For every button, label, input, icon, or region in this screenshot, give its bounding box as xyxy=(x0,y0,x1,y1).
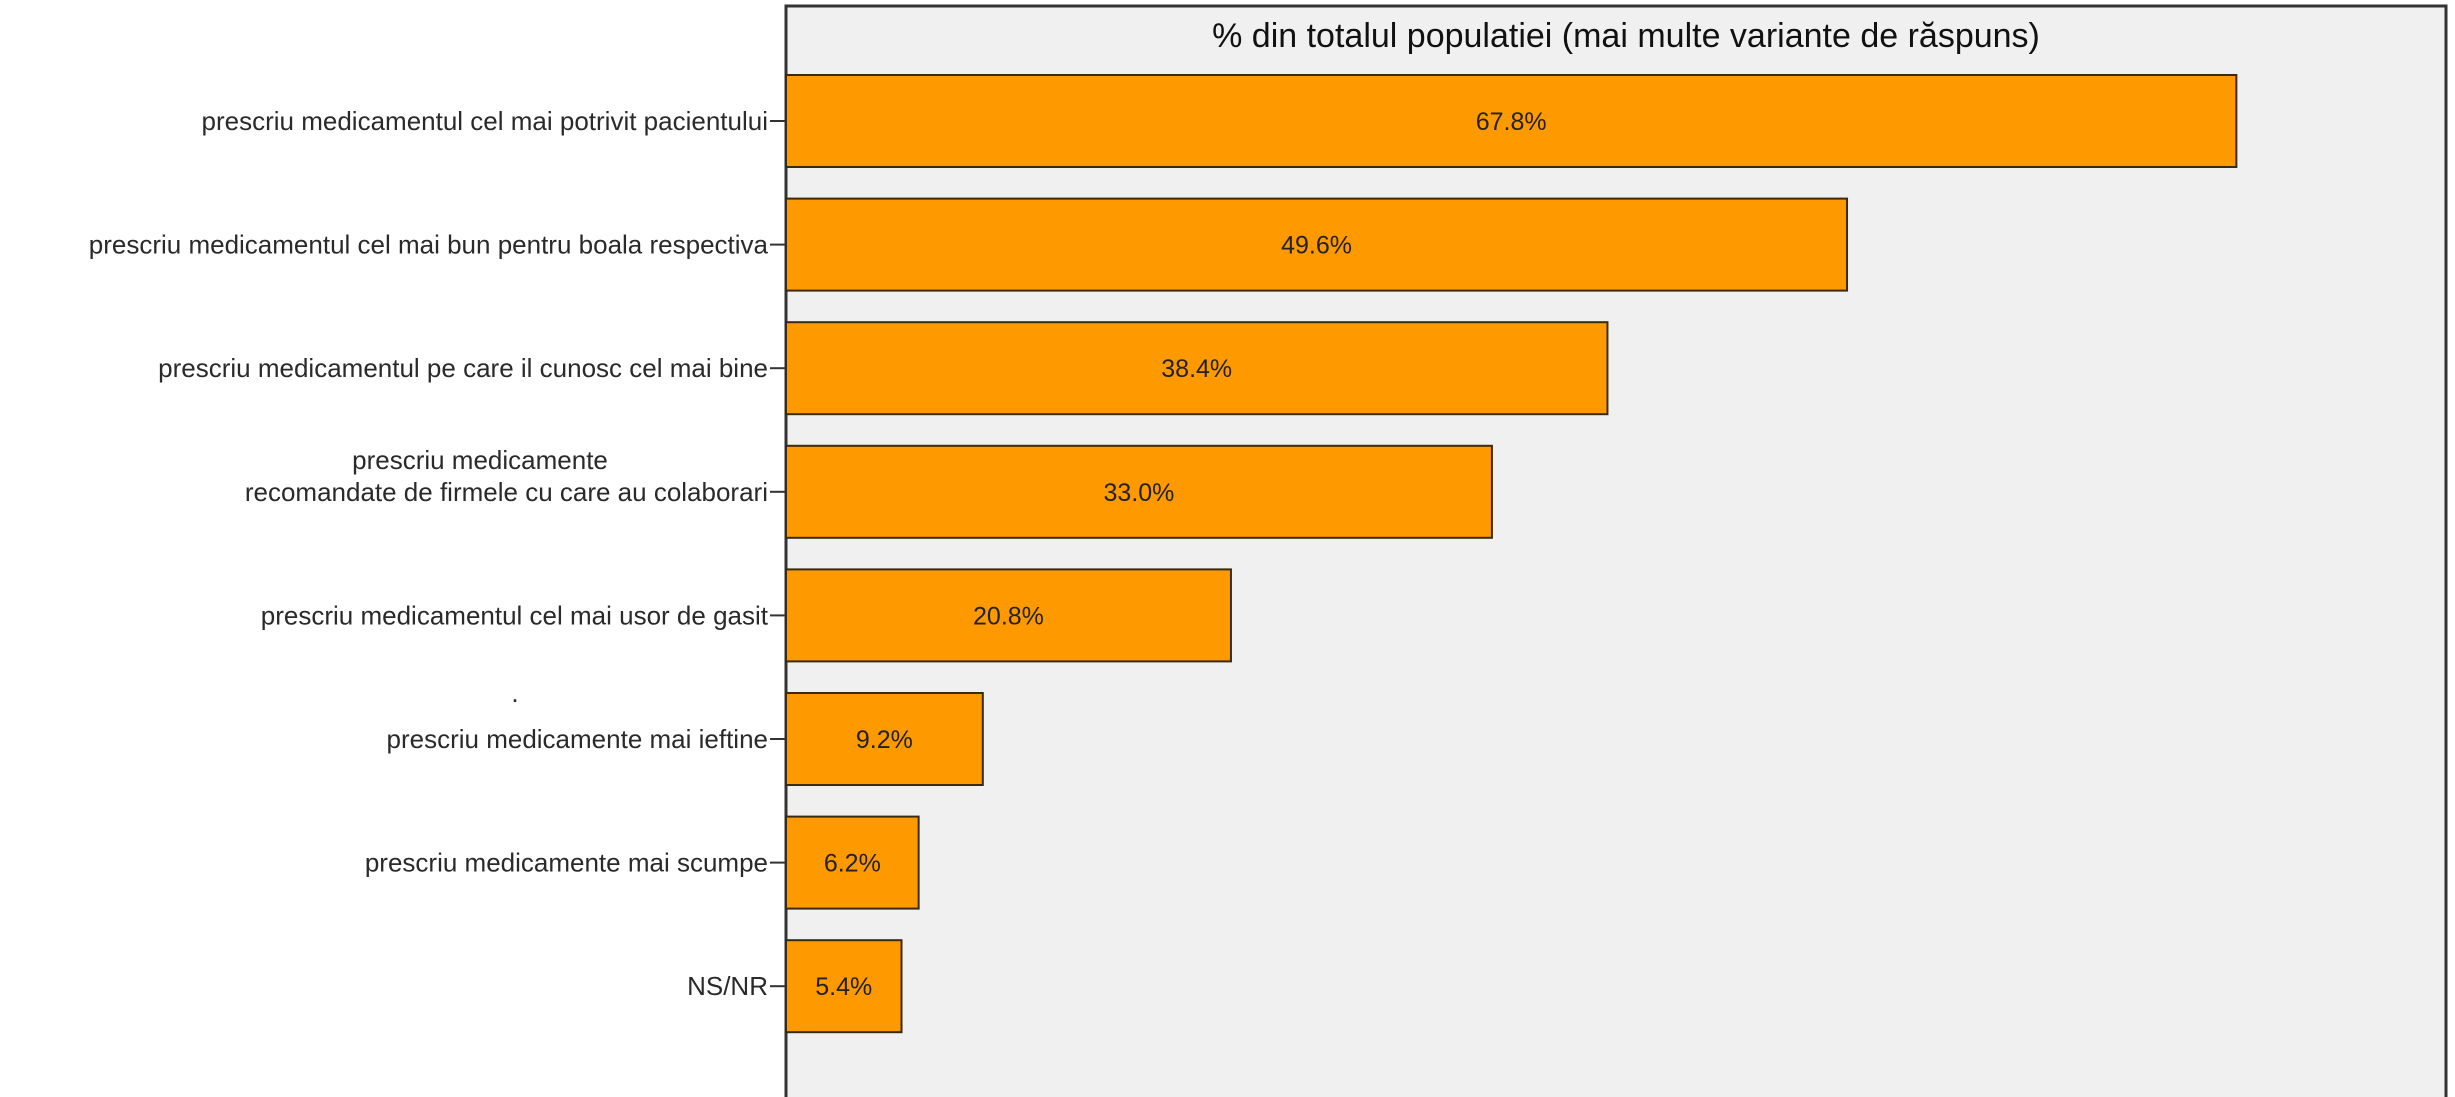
category-label: prescriu medicamentul cel mai bun pentru… xyxy=(89,230,769,260)
value-label: 33.0% xyxy=(1104,479,1175,507)
value-label: 6.2% xyxy=(824,850,881,878)
category-label: prescriu medicamentul cel mai potrivit p… xyxy=(202,106,768,136)
value-label: 49.6% xyxy=(1281,232,1352,260)
stray-dot: . xyxy=(511,678,518,708)
category-label: prescriu medicamente mai scumpe xyxy=(365,848,768,878)
bar xyxy=(785,444,1493,539)
bar xyxy=(785,321,1609,416)
plot-area xyxy=(784,4,2448,1097)
category-label: prescriu medicamente mai ieftine xyxy=(387,724,769,754)
value-label: 20.8% xyxy=(973,602,1044,630)
value-label: 38.4% xyxy=(1161,355,1232,383)
category-label: prescriu medicamentul cel mai usor de ga… xyxy=(261,600,769,630)
value-label: 67.8% xyxy=(1476,108,1547,136)
chart-title: % din totalul populatiei (mai multe vari… xyxy=(1212,17,2040,55)
bar xyxy=(785,197,1849,292)
bar xyxy=(785,74,2238,168)
bars-group: 67.8% prescriu medicamentul cel mai potri… xyxy=(89,74,2238,1034)
category-label: NS/NR xyxy=(687,971,768,1001)
bar xyxy=(785,692,984,786)
bar xyxy=(785,568,1232,663)
category-label: prescriu medicamentul pe care il cunosc … xyxy=(158,353,768,383)
value-label: 9.2% xyxy=(856,726,913,754)
category-label: recomandate de firmele cu care au colabo… xyxy=(245,477,768,507)
bar xyxy=(785,939,903,1034)
value-label: 5.4% xyxy=(815,973,872,1001)
bar xyxy=(785,815,920,910)
category-label: prescriu medicamente xyxy=(352,445,608,475)
